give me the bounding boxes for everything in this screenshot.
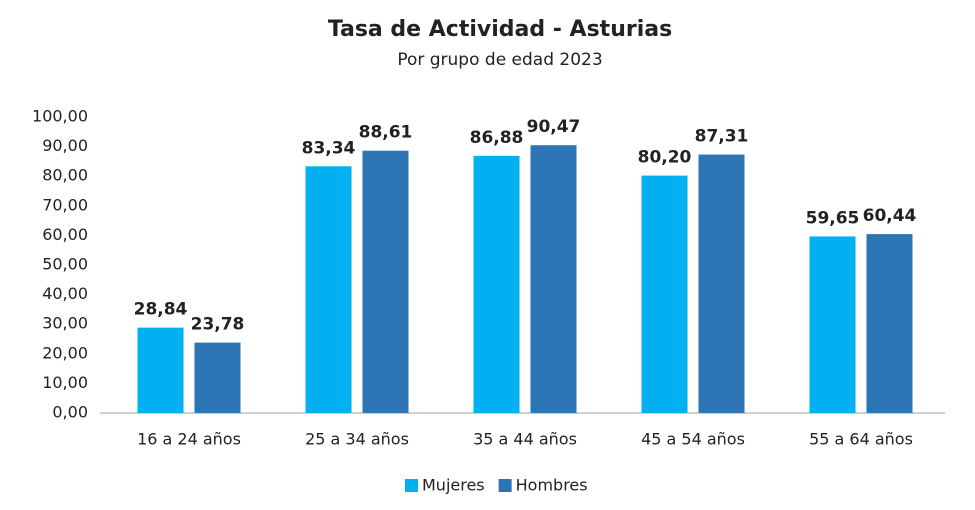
x-tick-label: 16 a 24 años xyxy=(137,430,241,449)
legend-label: Mujeres xyxy=(422,476,485,495)
legend-swatch xyxy=(405,479,418,492)
bar xyxy=(641,175,688,413)
x-tick-label: 55 a 64 años xyxy=(809,430,913,449)
y-tick-label: 30,00 xyxy=(42,314,88,333)
y-tick-label: 90,00 xyxy=(42,136,88,155)
value-label: 90,47 xyxy=(527,117,581,137)
y-tick-label: 0,00 xyxy=(52,403,88,422)
y-tick-label: 50,00 xyxy=(42,255,88,274)
y-tick-label: 40,00 xyxy=(42,284,88,303)
x-tick-label: 35 a 44 años xyxy=(473,430,577,449)
y-tick-label: 10,00 xyxy=(42,373,88,392)
value-label: 23,78 xyxy=(191,315,245,335)
bar xyxy=(194,342,241,413)
legend-swatch xyxy=(498,479,512,492)
bar xyxy=(362,150,409,413)
chart-title: Tasa de Actividad - Asturias xyxy=(328,17,672,42)
bar xyxy=(530,145,577,413)
y-tick-label: 80,00 xyxy=(42,166,88,185)
bar xyxy=(473,155,520,413)
bar xyxy=(809,236,856,413)
value-label: 83,34 xyxy=(302,138,356,158)
value-label: 88,61 xyxy=(359,123,413,143)
value-label: 80,20 xyxy=(638,148,692,168)
value-label: 87,31 xyxy=(695,127,749,147)
bar xyxy=(305,166,352,413)
value-label: 60,44 xyxy=(863,206,917,226)
value-label: 86,88 xyxy=(470,128,524,148)
y-tick-label: 100,00 xyxy=(32,107,88,126)
legend-label: Hombres xyxy=(516,476,588,495)
y-tick-label: 70,00 xyxy=(42,195,88,214)
bar xyxy=(866,234,913,413)
y-tick-label: 60,00 xyxy=(42,225,88,244)
bar xyxy=(698,154,745,414)
y-tick-label: 20,00 xyxy=(42,343,88,362)
chart-subtitle: Por grupo de edad 2023 xyxy=(397,50,602,70)
x-tick-label: 45 a 54 años xyxy=(641,430,745,449)
value-label: 59,65 xyxy=(806,208,860,228)
x-tick-label: 25 a 34 años xyxy=(305,430,409,449)
value-label: 28,84 xyxy=(134,300,188,320)
bar xyxy=(137,327,184,413)
